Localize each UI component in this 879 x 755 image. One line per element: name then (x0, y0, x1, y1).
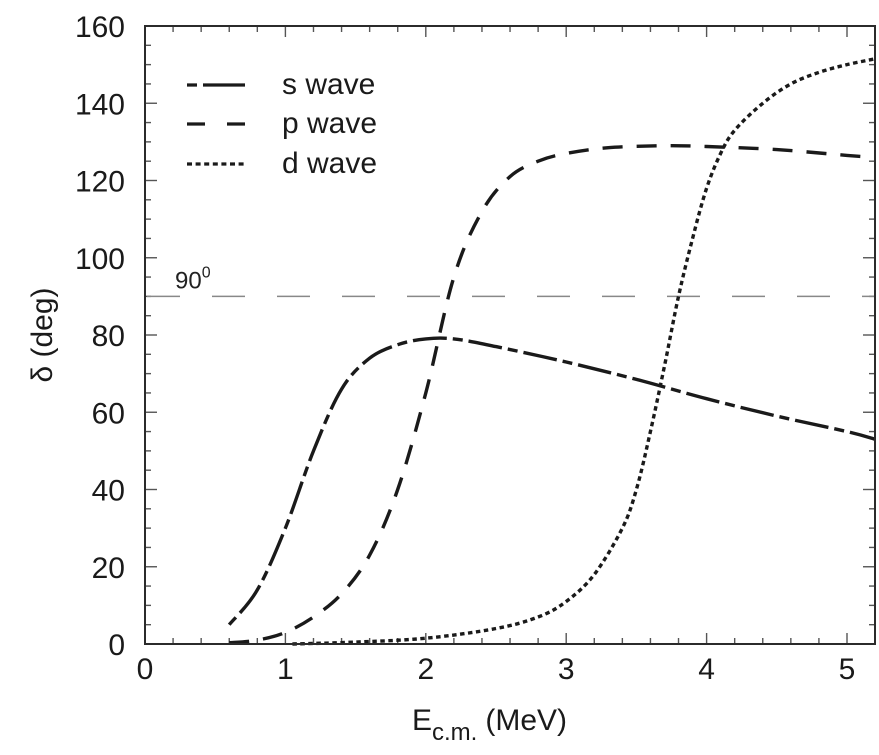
x-axis-title: Ec.m. (MeV) (412, 704, 567, 746)
y-tick-label: 140 (75, 88, 125, 121)
y-tick-label: 80 (92, 320, 125, 353)
y-axis-title: δ (deg) (26, 287, 59, 382)
y-tick-label: 120 (75, 166, 125, 199)
series-d-wave (292, 57, 876, 646)
y-tick-label: 60 (92, 397, 125, 430)
y-tick-label: 100 (75, 243, 125, 276)
series-layer (227, 57, 876, 646)
major-ticks (144, 25, 875, 645)
x-tick-label: 3 (558, 653, 575, 686)
x-tick-label: 5 (839, 653, 856, 686)
series-p-wave (229, 143, 876, 645)
legend-label-p-wave: p wave (282, 107, 377, 140)
y-tick-label: 40 (92, 475, 125, 508)
legend-label-s-wave: s wave (282, 68, 375, 101)
y-tick-label: 160 (75, 11, 125, 44)
minor-ticks (145, 26, 875, 644)
series-s-wave (227, 336, 876, 626)
plot-frame (144, 25, 876, 645)
x-tick-label: 4 (698, 653, 715, 686)
x-tick-label: 2 (417, 653, 434, 686)
y-tick-labels: 0 20 40 60 80 100 120 140 160 (75, 11, 125, 662)
x-tick-labels: 0 1 2 3 4 5 (137, 653, 856, 686)
ninety-degree-label: 900 (175, 264, 211, 294)
y-tick-label: 20 (92, 552, 125, 585)
y-tick-label: 0 (108, 629, 125, 662)
x-tick-label: 1 (277, 653, 294, 686)
legend: s wave p wave d wave (187, 68, 377, 180)
legend-label-d-wave: d wave (282, 147, 377, 180)
x-tick-label: 0 (137, 653, 154, 686)
